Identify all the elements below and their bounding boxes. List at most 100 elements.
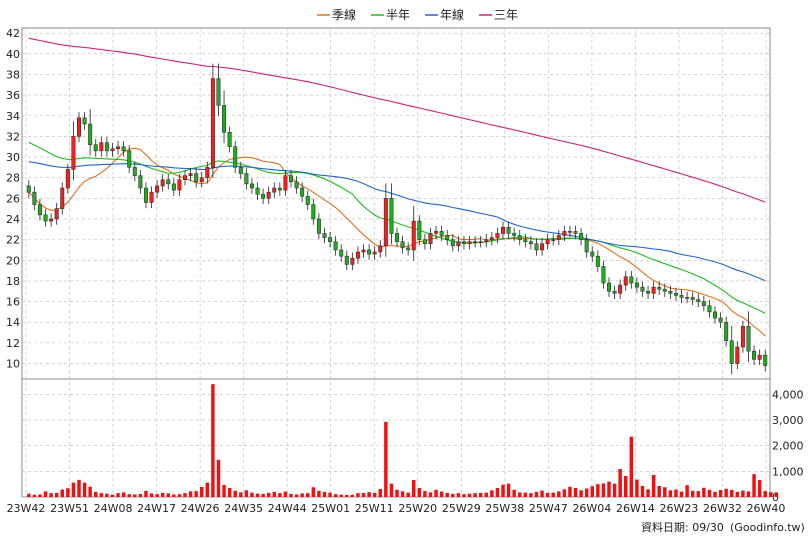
time-tick-label: 25W47 bbox=[529, 502, 568, 515]
candle-body bbox=[328, 237, 333, 242]
volume-bar bbox=[512, 489, 516, 497]
time-tick-label: 24W17 bbox=[137, 502, 176, 515]
volume-bar bbox=[478, 492, 483, 497]
ma-year-line bbox=[28, 161, 766, 282]
volume-bar bbox=[255, 493, 260, 497]
candle-body bbox=[746, 326, 751, 352]
candle-body bbox=[183, 175, 187, 181]
volume-bar bbox=[155, 494, 159, 497]
volume-bar bbox=[300, 493, 304, 497]
price-tick-label: 14 bbox=[6, 316, 20, 329]
volume-bar bbox=[227, 488, 232, 497]
volume-bar bbox=[763, 491, 767, 497]
candle-body bbox=[93, 144, 98, 152]
volume-bar bbox=[378, 489, 382, 497]
volume-bar bbox=[372, 492, 377, 497]
candle-body bbox=[333, 241, 338, 251]
candle-body bbox=[127, 150, 132, 168]
volume-bar bbox=[127, 494, 131, 497]
candle-body bbox=[216, 78, 221, 106]
volume-bar bbox=[724, 488, 728, 497]
volume-bar bbox=[339, 494, 343, 497]
volume-bar bbox=[445, 492, 449, 497]
candle-body bbox=[517, 235, 522, 240]
candle-body bbox=[673, 293, 678, 296]
volume-bar bbox=[121, 492, 126, 497]
volume-bar bbox=[439, 491, 444, 497]
candle-body bbox=[266, 191, 271, 199]
volume-bar bbox=[707, 489, 712, 497]
price-tick-label: 16 bbox=[6, 296, 20, 309]
grid bbox=[22, 28, 770, 498]
volume-bar bbox=[495, 488, 500, 497]
volume-bar bbox=[612, 483, 617, 497]
volume-tick-label: 2,000 bbox=[772, 440, 804, 453]
candle-body bbox=[729, 340, 734, 364]
time-tick-label: 26W04 bbox=[572, 502, 611, 515]
volume-bar bbox=[177, 494, 182, 497]
volume-bar bbox=[60, 489, 64, 497]
volume-bar bbox=[194, 491, 198, 497]
ma-halfyear-line bbox=[28, 141, 766, 314]
candle-body bbox=[489, 237, 494, 240]
candle-body bbox=[579, 233, 584, 240]
time-tick-label: 25W11 bbox=[355, 502, 394, 515]
volume-bar bbox=[43, 491, 48, 497]
candle-body bbox=[355, 251, 360, 259]
legend-entry: 季線 bbox=[332, 7, 356, 22]
volume-bar bbox=[200, 486, 204, 497]
volume-bar bbox=[110, 494, 115, 497]
candle-body bbox=[551, 239, 556, 241]
time-tick-label: 24W26 bbox=[181, 502, 220, 515]
candle-body bbox=[177, 179, 182, 191]
candle-body bbox=[439, 231, 444, 236]
candle-body bbox=[344, 255, 349, 265]
volume-bar bbox=[579, 490, 583, 497]
volume-bar bbox=[730, 489, 734, 497]
candle-body bbox=[584, 239, 589, 253]
time-tick-label: 26W40 bbox=[747, 502, 786, 515]
volume-bar bbox=[679, 491, 684, 497]
price-tick-label: 18 bbox=[6, 275, 20, 288]
price-tick-label: 28 bbox=[6, 172, 20, 185]
volume-bar bbox=[607, 481, 611, 497]
candle-body bbox=[724, 321, 729, 342]
volume-bar bbox=[222, 484, 226, 497]
candle-body bbox=[417, 220, 422, 240]
volume-bar bbox=[484, 492, 488, 497]
candle-body bbox=[501, 226, 505, 234]
volume-bar bbox=[216, 459, 221, 497]
volume-bar bbox=[741, 490, 745, 497]
volume-bars bbox=[27, 384, 779, 497]
candle-body bbox=[668, 291, 673, 294]
volume-bar bbox=[584, 488, 589, 497]
candle-body bbox=[26, 185, 31, 193]
volume-bar bbox=[367, 492, 371, 497]
volume-bar bbox=[412, 480, 416, 497]
candle-body bbox=[104, 142, 109, 152]
volume-bar bbox=[456, 493, 461, 497]
volume-bar bbox=[490, 490, 494, 497]
time-tick-label: 23W51 bbox=[50, 502, 89, 515]
candlesticks bbox=[26, 63, 768, 375]
candle-body bbox=[372, 251, 377, 255]
volume-bar bbox=[523, 492, 528, 497]
volume-bar bbox=[166, 493, 170, 497]
candle-body bbox=[662, 288, 667, 292]
candle-body bbox=[473, 241, 478, 243]
candle-body bbox=[540, 243, 545, 251]
candle-body bbox=[395, 233, 399, 242]
candle-body bbox=[339, 249, 344, 257]
volume-bar bbox=[690, 490, 695, 497]
candle-body bbox=[618, 284, 623, 294]
volume-bar bbox=[462, 494, 466, 497]
price-tick-label: 20 bbox=[6, 254, 20, 267]
candle-body bbox=[143, 187, 148, 203]
candle-body bbox=[528, 241, 533, 245]
candle-body bbox=[623, 276, 628, 286]
volume-bar bbox=[451, 493, 455, 497]
candle-body bbox=[406, 247, 411, 251]
volume-bar bbox=[551, 492, 555, 497]
volume-bar bbox=[384, 421, 388, 497]
